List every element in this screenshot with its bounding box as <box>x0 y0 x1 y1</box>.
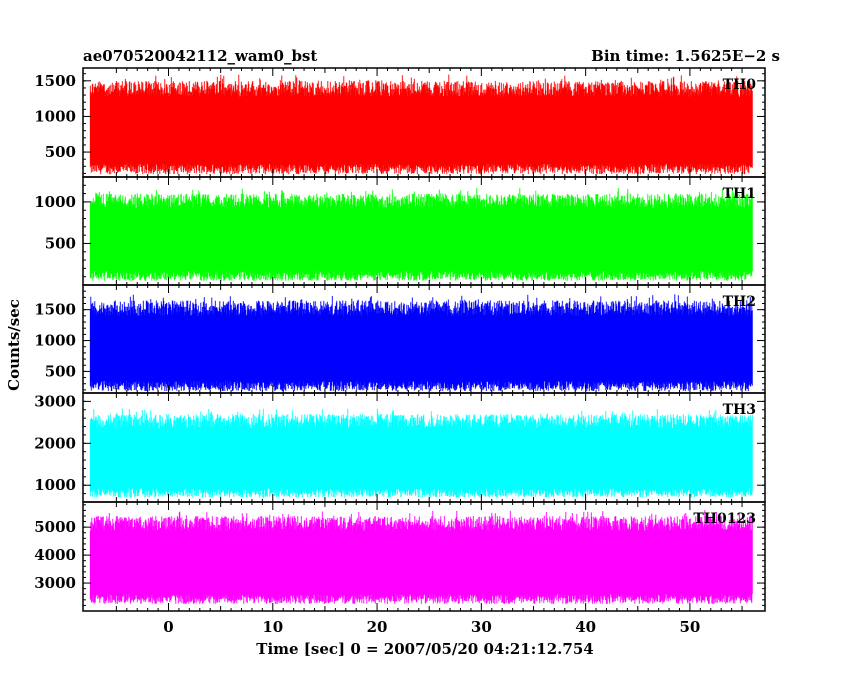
y-tick-label: 3000 <box>34 392 76 410</box>
panel-th3: 1000 2000 3000 TH3 <box>34 392 766 503</box>
series-label: TH2 <box>723 294 756 310</box>
series-th0 <box>89 74 753 175</box>
x-axis-label: Time [sec] 0 = 2007/05/20 04:21:12.754 <box>256 640 593 658</box>
x-tick-label: 30 <box>471 618 492 636</box>
y-tick-label: 1500 <box>34 301 76 319</box>
x-tick-label: 10 <box>262 618 283 636</box>
panels: 500 1000 1500 TH0 500 1000 TH1 500 1000 1500 TH2 10… <box>34 67 766 612</box>
x-tick-label: 0 <box>163 618 173 636</box>
x-tick-label: 20 <box>367 618 388 636</box>
series-label: TH0123 <box>693 511 756 527</box>
y-tick-label: 1000 <box>34 107 76 125</box>
series-label: TH3 <box>723 402 756 418</box>
series-th2 <box>89 294 753 392</box>
y-tick-label: 4000 <box>34 546 76 564</box>
series-label: TH1 <box>723 186 756 202</box>
series-th3 <box>89 408 753 498</box>
panel-th2: 500 1000 1500 TH2 <box>34 284 766 394</box>
series-th0123 <box>89 510 753 604</box>
plot-title: ae070520042112_wam0_bst <box>83 47 317 65</box>
y-axis-label: Counts/sec <box>5 299 23 391</box>
series-label: TH0 <box>723 77 757 93</box>
y-tick-label: 1500 <box>34 72 76 90</box>
y-tick-label: 500 <box>45 362 76 380</box>
panel-th1: 500 1000 TH1 <box>34 176 766 286</box>
y-tick-label: 5000 <box>34 518 76 536</box>
series-th1 <box>89 187 753 281</box>
y-tick-label: 2000 <box>34 434 76 452</box>
y-tick-label: 500 <box>45 143 76 161</box>
x-axis: 0 10 20 30 40 50 <box>163 618 700 636</box>
bin-time-label: Bin time: 1.5625E−2 s <box>591 47 780 65</box>
y-tick-label: 1000 <box>34 193 76 211</box>
y-tick-label: 3000 <box>34 574 76 592</box>
panel-th0: 500 1000 1500 TH0 <box>34 67 766 178</box>
panel-th0123: 3000 4000 5000 TH0123 <box>34 501 766 612</box>
x-tick-label: 40 <box>575 618 596 636</box>
y-tick-label: 500 <box>45 234 76 252</box>
y-tick-label: 1000 <box>34 476 76 494</box>
y-tick-label: 1000 <box>34 332 76 350</box>
panel-frame <box>82 501 766 612</box>
x-tick-label: 50 <box>679 618 700 636</box>
